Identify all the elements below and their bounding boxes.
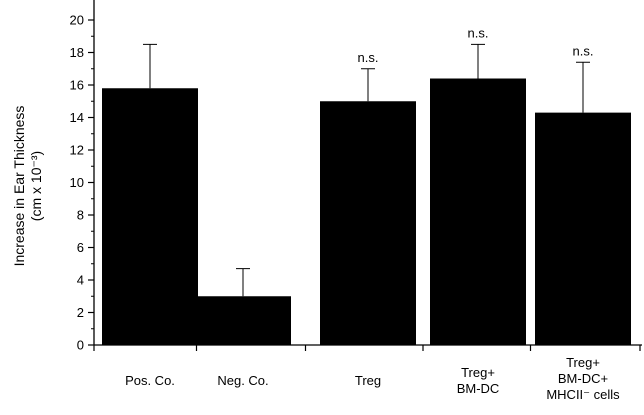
y-tick-label: 10 [70,175,84,190]
bar [320,101,416,345]
significance-label: n.s. [358,50,379,65]
y-tick-label: 12 [70,143,84,158]
bar [430,78,526,345]
significance-label: n.s. [573,43,594,58]
y-tick-label: 20 [70,13,84,28]
y-tick-label: 18 [70,45,84,60]
y-tick-label: 4 [77,273,84,288]
plot-area: 0 2 4 6 8 10 12 14 16 18 20 Pos. Co. Neg. Co. n.s. Tre… [70,0,642,402]
category-label: MHCII⁻ cells [546,387,620,402]
y-tick-label: 2 [77,305,84,320]
significance-label: n.s. [468,25,489,40]
bar [102,88,198,345]
category-label: Treg [355,373,381,388]
bar [535,112,631,345]
category-label: Neg. Co. [217,373,268,388]
bar [195,296,291,345]
category-label: BM-DC [457,381,500,396]
y-tick-label: 6 [77,240,84,255]
category-label: Treg+ [566,355,600,370]
y-tick-label: 8 [77,208,84,223]
y-axis-title-line-1: Increase in Ear Thickness [11,106,27,267]
category-label: BM-DC+ [558,371,608,386]
category-label: Pos. Co. [125,373,175,388]
y-tick-label: 14 [70,110,84,125]
category-label: Treg+ [461,365,495,380]
y-tick-label: 16 [70,78,84,93]
y-axis-title: Increase in Ear Thickness (cm x 10⁻³) [11,106,44,267]
y-tick-label: 0 [77,338,84,353]
y-axis-title-line-2: (cm x 10⁻³) [28,151,44,221]
